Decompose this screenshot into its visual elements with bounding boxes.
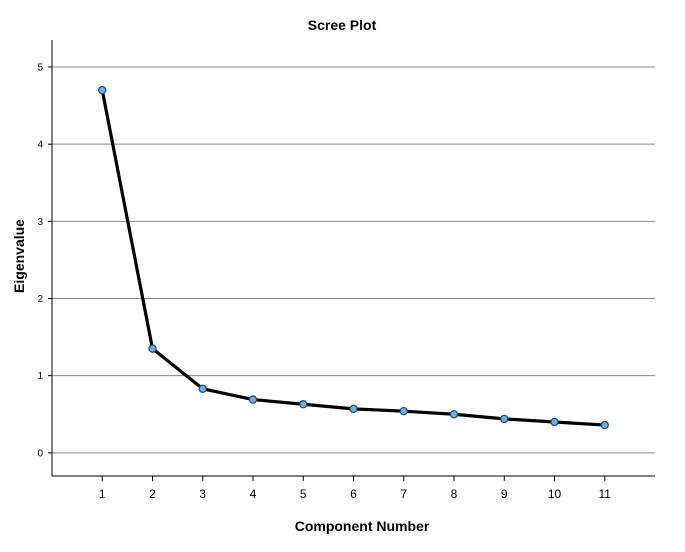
x-tick-label-4: 4 xyxy=(250,487,257,501)
x-tick-label-9: 9 xyxy=(501,487,508,501)
data-point-8 xyxy=(449,410,459,419)
data-point-2 xyxy=(148,344,157,353)
data-point-7 xyxy=(399,406,408,416)
y-tick-label-1: 1 xyxy=(37,371,43,382)
x-tick-label-6: 6 xyxy=(350,487,357,501)
y-tick-label-0: 0 xyxy=(37,448,43,459)
x-tick-label-11: 11 xyxy=(599,487,612,501)
x-tick-label-2: 2 xyxy=(149,487,156,501)
data-point-3 xyxy=(198,384,207,393)
series-line-0 xyxy=(100,88,607,427)
data-point-11 xyxy=(600,420,609,430)
data-point-4 xyxy=(248,395,258,404)
tick-layer: 0 1 2 3 4 5 1 2 3 4 5 6 7 8 9 10 11 xyxy=(37,63,611,501)
y-tick-label-3: 3 xyxy=(37,217,43,228)
x-tick-label-5: 5 xyxy=(300,487,307,501)
data-point-1 xyxy=(98,85,107,95)
x-tick-label-7: 7 xyxy=(400,487,407,501)
data-point-6 xyxy=(349,404,358,414)
x-tick-label-10: 10 xyxy=(548,487,562,501)
x-axis-title: Component Number xyxy=(295,518,430,534)
grid-layer xyxy=(52,66,655,454)
data-point-10 xyxy=(550,417,559,427)
chart-title: Scree Plot xyxy=(308,17,377,33)
y-tick-label-2: 2 xyxy=(37,294,43,305)
y-axis-title: Eigenvalue xyxy=(11,219,27,293)
y-tick-label-4: 4 xyxy=(37,140,43,151)
x-tick-label-1: 1 xyxy=(99,487,106,501)
x-tick-label-3: 3 xyxy=(199,487,206,501)
series-layer xyxy=(98,85,609,430)
data-point-5 xyxy=(299,400,308,409)
x-tick-label-8: 8 xyxy=(451,487,458,501)
y-tick-label-5: 5 xyxy=(37,63,43,74)
data-point-9 xyxy=(500,414,509,424)
